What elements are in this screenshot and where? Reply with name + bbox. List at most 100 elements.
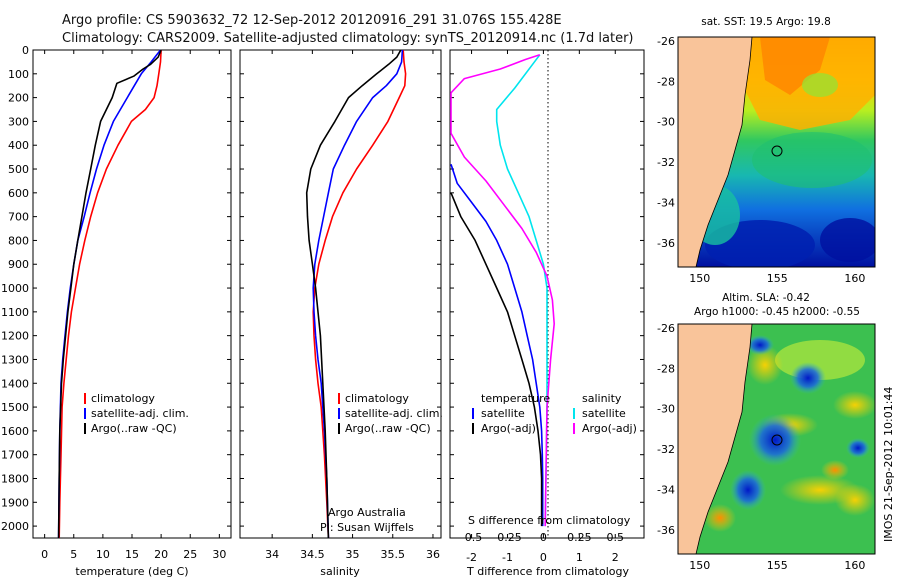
y-tick-label: 1000 xyxy=(1,282,29,295)
x-tick-label: 10 xyxy=(96,548,110,561)
salinity-xlabel: salinity xyxy=(320,565,360,578)
series-line-salinity-satellite xyxy=(495,54,548,527)
argo-position-marker xyxy=(771,434,783,446)
x-tick-label: 5 xyxy=(70,548,77,561)
difference-xlabel: T difference from climatology xyxy=(466,565,629,578)
x-tick-label: -2 xyxy=(466,551,477,564)
legend-temp-satellite: satellite xyxy=(481,407,525,420)
series-line-temperature-argo-adj- xyxy=(450,192,543,527)
s-tick-label: 0.25 xyxy=(567,531,592,544)
series-line-salinity-argo-adj- xyxy=(450,54,556,527)
x-tick-label: -1 xyxy=(502,551,513,564)
y-tick-label: 1900 xyxy=(1,496,29,509)
temperature-axes xyxy=(32,49,232,539)
sst-x-tick-label: 160 xyxy=(844,272,865,285)
s-tick-label: 0 xyxy=(540,531,547,544)
y-tick-label: 1700 xyxy=(1,449,29,462)
legend-argo: Argo(..raw -QC) xyxy=(345,422,431,435)
legend-climatology: climatology xyxy=(345,392,409,405)
y-tick-label: 1100 xyxy=(1,306,29,319)
salinity-axes xyxy=(239,49,442,539)
sla-x-tick-label: 160 xyxy=(844,559,865,572)
sst-y-tick-label: -36 xyxy=(657,237,675,250)
y-tick-label: 800 xyxy=(8,234,29,247)
sst-y-tick-label: -26 xyxy=(657,35,675,48)
x-tick-label: 35 xyxy=(346,548,360,561)
s-diff-label: S difference from climatology xyxy=(468,514,631,527)
timestamp: IMOS 21-Sep-2012 10:01:44 xyxy=(882,387,895,542)
x-tick-label: 2 xyxy=(612,551,619,564)
sla-y-tick-label: -36 xyxy=(657,524,675,537)
x-tick-label: 34 xyxy=(265,548,279,561)
sla-y-tick-label: -32 xyxy=(657,443,675,456)
x-tick-label: 30 xyxy=(212,548,226,561)
difference-axes xyxy=(449,49,645,539)
legend-satellite: satellite-adj. clim. xyxy=(91,407,189,420)
y-tick-label: 400 xyxy=(8,139,29,152)
legend-temperature-title: temperature xyxy=(481,392,550,405)
y-tick-label: 500 xyxy=(8,163,29,176)
x-tick-label: 15 xyxy=(125,548,139,561)
sst-x-tick-label: 155 xyxy=(767,272,788,285)
legend-climatology: climatology xyxy=(91,392,155,405)
y-tick-label: 1200 xyxy=(1,330,29,343)
sla-y-tick-label: -34 xyxy=(657,483,675,496)
y-tick-label: 2000 xyxy=(1,520,29,533)
temperature-xlabel: temperature (deg C) xyxy=(75,565,188,578)
sst-y-tick-label: -32 xyxy=(657,156,675,169)
salinity-legend: climatology satellite-adj. clim. Argo(..… xyxy=(320,392,443,534)
sla-title2: Argo h1000: -0.45 h2000: -0.55 xyxy=(694,306,860,318)
x-tick-label: 20 xyxy=(154,548,168,561)
s-tick-label: -0.25 xyxy=(493,531,521,544)
legend-sal-satellite: satellite xyxy=(582,407,626,420)
sla-y-tick-label: -26 xyxy=(657,322,675,335)
legend-sal-argo: Argo(-adj) xyxy=(582,422,637,435)
sst-y-tick-label: -34 xyxy=(657,196,675,209)
x-tick-label: 36 xyxy=(426,548,440,561)
series-line-argo-raw-qc- xyxy=(57,49,162,539)
series-line-climatology xyxy=(312,49,407,539)
sla-x-tick-label: 155 xyxy=(767,559,788,572)
legend-argo: Argo(..raw -QC) xyxy=(91,422,177,435)
credit-line2: PI: Susan Wijffels xyxy=(320,521,414,534)
y-tick-label: 600 xyxy=(8,187,29,200)
credit-line1: Argo Australia xyxy=(328,506,406,519)
y-tick-label: 900 xyxy=(8,258,29,271)
temperature-legend: climatology satellite-adj. clim. Argo(..… xyxy=(84,392,189,435)
sla-x-tick-label: 150 xyxy=(689,559,710,572)
x-tick-label: 35.5 xyxy=(381,548,406,561)
legend-salinity-title: salinity xyxy=(582,392,622,405)
y-tick-label: 300 xyxy=(8,115,29,128)
y-tick-label: 100 xyxy=(8,68,29,81)
sla-y-tick-label: -28 xyxy=(657,362,675,375)
y-tick-label: 1600 xyxy=(1,425,29,438)
y-tick-label: 1800 xyxy=(1,472,29,485)
s-tick-label: -0.5 xyxy=(461,531,482,544)
sst-x-tick-label: 150 xyxy=(689,272,710,285)
y-tick-label: 0 xyxy=(22,44,29,57)
sst-title: sat. SST: 19.5 Argo: 19.8 xyxy=(701,16,831,28)
x-tick-label: 34.5 xyxy=(300,548,325,561)
sla-y-tick-label: -30 xyxy=(657,403,675,416)
sst-y-tick-label: -30 xyxy=(657,116,675,129)
legend-temp-argo: Argo(-adj) xyxy=(481,422,536,435)
sst-y-tick-label: -28 xyxy=(657,75,675,88)
header-line1: Argo profile: CS 5903632_72 12-Sep-2012 … xyxy=(62,13,562,28)
y-tick-label: 1300 xyxy=(1,353,29,366)
series-line-climatology xyxy=(58,49,162,539)
sla-map xyxy=(677,323,876,555)
header-line2: Climatology: CARS2009. Satellite-adjuste… xyxy=(62,31,634,46)
sst-map xyxy=(677,36,876,268)
x-tick-label: 25 xyxy=(183,548,197,561)
y-tick-label: 200 xyxy=(8,92,29,105)
x-tick-label: 0 xyxy=(540,551,547,564)
y-tick-label: 1500 xyxy=(1,401,29,414)
series-line-argo-raw-qc- xyxy=(305,49,402,539)
legend-satellite: satellite-adj. clim. xyxy=(345,407,443,420)
series-line-satellite-adj-clim- xyxy=(312,49,404,539)
argo-position-marker xyxy=(771,145,783,157)
x-tick-label: 1 xyxy=(576,551,583,564)
y-tick-label: 700 xyxy=(8,211,29,224)
series-line-temperature-satellite xyxy=(450,164,544,527)
